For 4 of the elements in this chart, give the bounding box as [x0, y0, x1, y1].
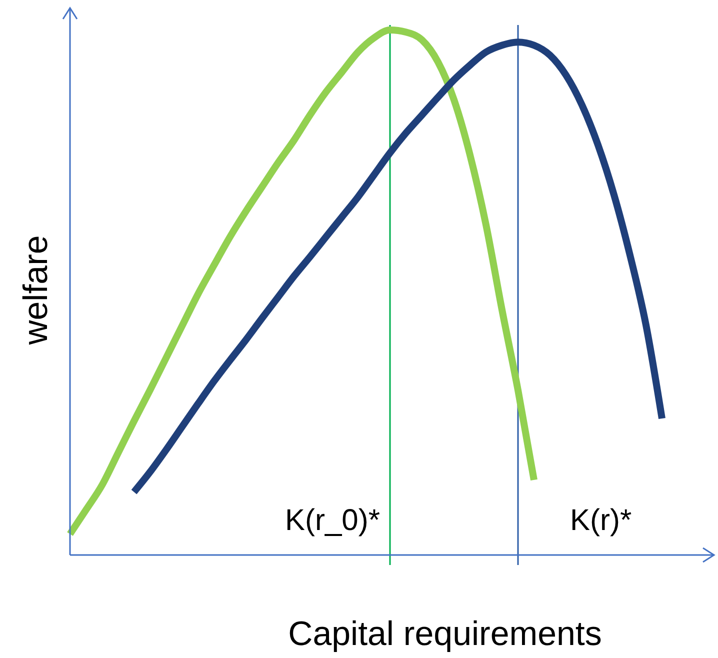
annotation: K(r_0)*	[284, 504, 380, 537]
y-axis-title: welfare	[17, 235, 55, 346]
x-axis-title: Capital requirements	[288, 615, 602, 653]
annotation: K(r)*	[570, 504, 632, 537]
